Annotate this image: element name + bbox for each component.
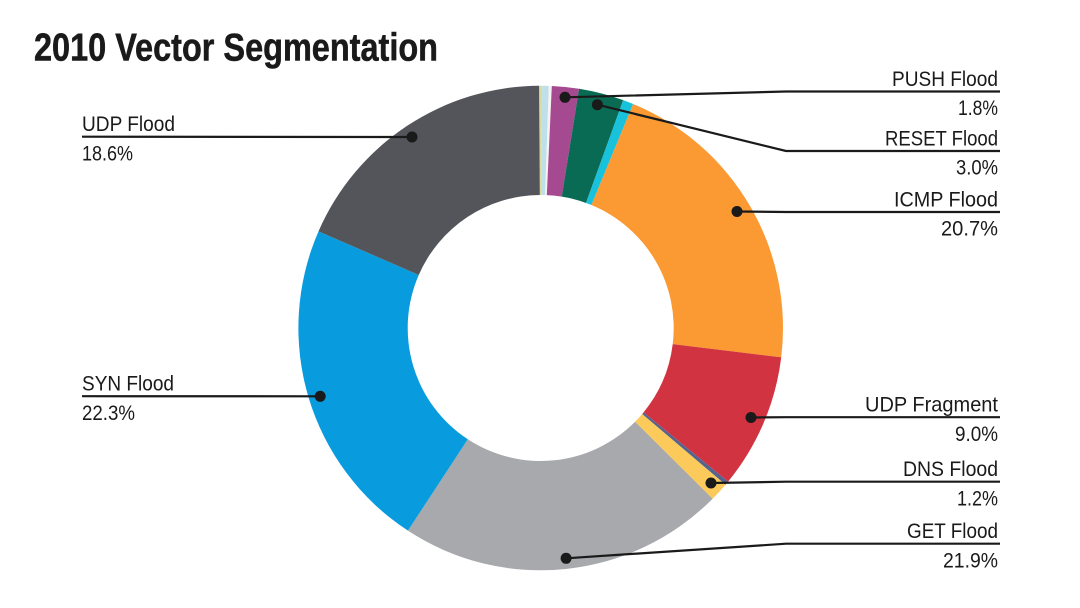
svg-text:GET Flood: GET Flood [907, 520, 998, 543]
svg-text:2010 Vector Segmentation: 2010 Vector Segmentation [34, 27, 438, 70]
svg-text:UDP Flood: UDP Flood [82, 113, 175, 136]
svg-text:DNS Flood: DNS Flood [903, 458, 998, 481]
svg-text:22.3%: 22.3% [82, 402, 135, 425]
svg-text:3.0%: 3.0% [956, 157, 998, 180]
svg-text:20.7%: 20.7% [941, 218, 998, 241]
svg-text:1.2%: 1.2% [957, 487, 998, 510]
svg-text:21.9%: 21.9% [943, 549, 998, 572]
svg-text:9.0%: 9.0% [955, 423, 998, 446]
svg-text:ICMP Flood: ICMP Flood [894, 188, 998, 211]
svg-text:RESET Flood: RESET Flood [885, 127, 998, 150]
svg-text:18.6%: 18.6% [82, 142, 133, 165]
svg-text:1.8%: 1.8% [958, 97, 998, 120]
svg-text:UDP Fragment: UDP Fragment [865, 394, 998, 417]
svg-text:SYN Flood: SYN Flood [82, 373, 174, 396]
svg-text:PUSH Flood: PUSH Flood [892, 68, 998, 91]
